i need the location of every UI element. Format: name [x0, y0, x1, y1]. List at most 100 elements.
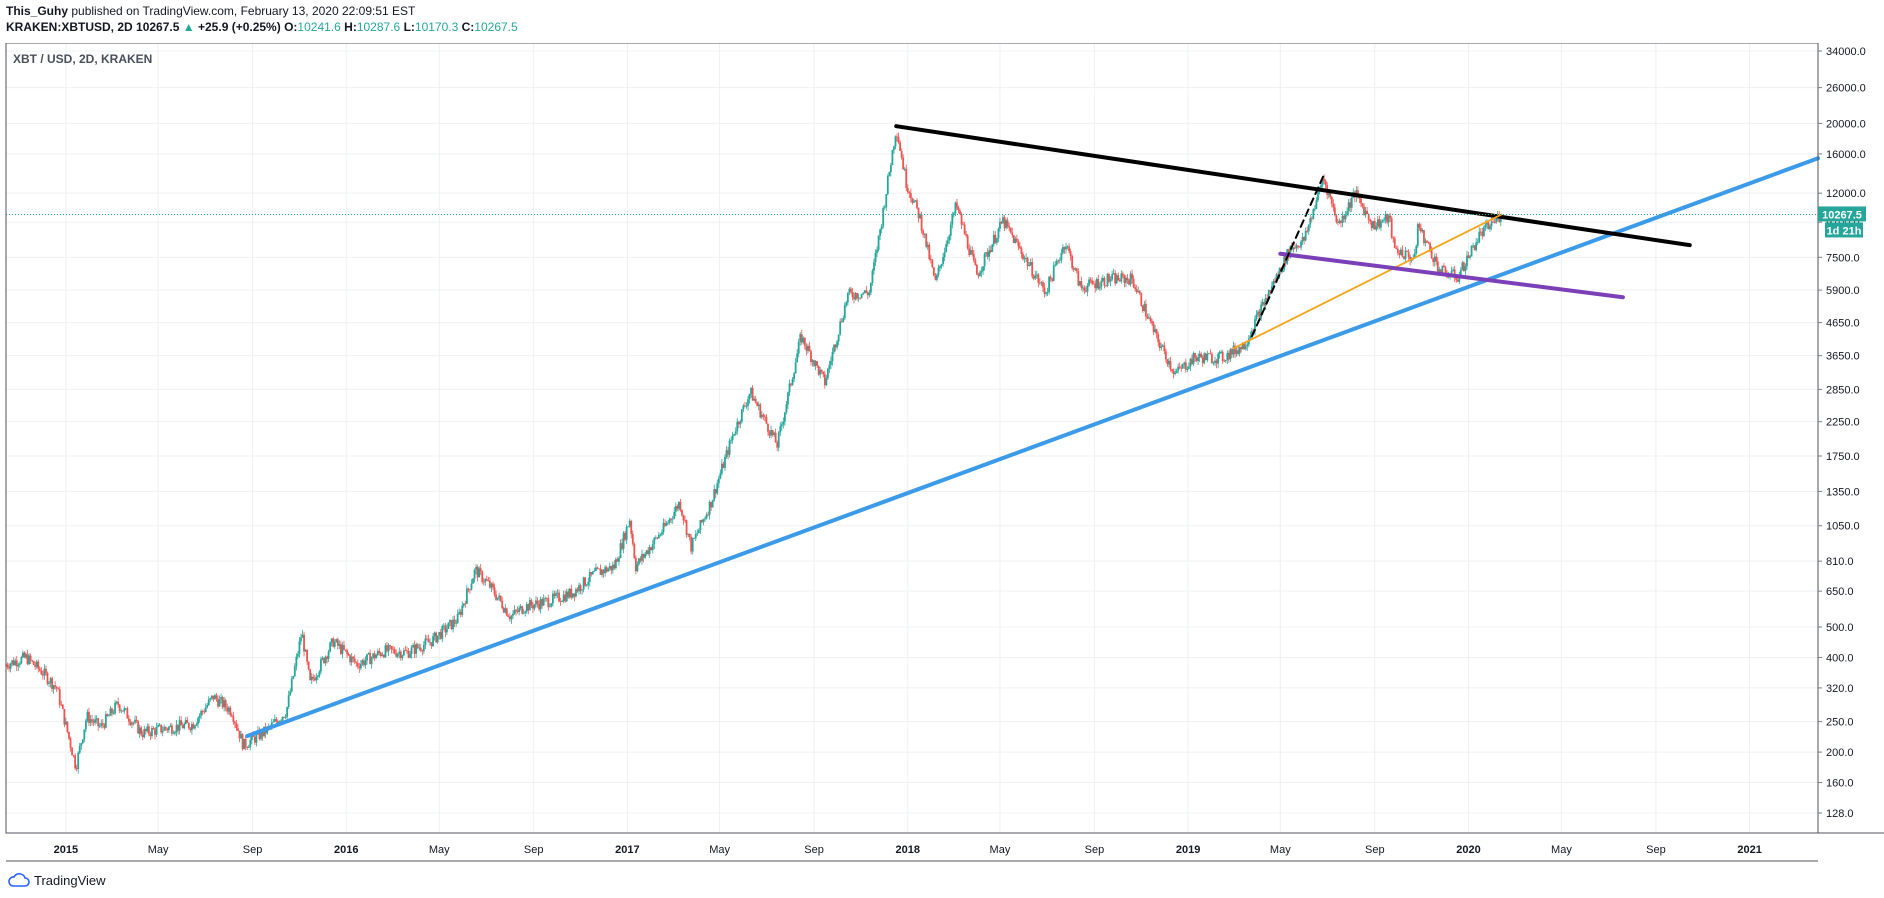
candle-body — [1092, 283, 1095, 285]
candle-body — [952, 213, 955, 215]
candle-body — [693, 538, 696, 539]
candle-body — [270, 722, 273, 727]
candle-body — [158, 724, 161, 726]
y-tick-label: 2250.0 — [1826, 417, 1860, 429]
candle-body — [65, 721, 67, 725]
candle-body — [527, 604, 530, 611]
candle-body — [868, 292, 871, 296]
candle-body — [1141, 305, 1144, 311]
candle-body — [539, 599, 542, 610]
candle-body — [324, 656, 327, 664]
time-axis[interactable]: 2015 May Sep 2016 May Sep 2017 May Sep 2018 May Sep… — [54, 844, 1762, 856]
countdown-value: 1d 21h — [1827, 225, 1862, 237]
candle-body — [688, 533, 691, 538]
candle-body — [705, 514, 708, 519]
candle-body — [286, 707, 289, 717]
author-name[interactable]: This_Guhy — [6, 4, 69, 18]
candle-body — [1461, 262, 1464, 271]
candle-body — [215, 695, 218, 700]
candle-body — [528, 600, 531, 611]
close-label: C: — [461, 20, 475, 34]
candle-body — [1283, 256, 1286, 270]
price-chart[interactable]: 128.0 160.0 200.0 250.0 320.0 400.0 500.0 650.0… — [0, 42, 1884, 863]
candle-body — [1269, 290, 1272, 292]
candle-body — [412, 645, 415, 648]
candle-body — [851, 291, 854, 297]
candle-body — [1413, 253, 1416, 259]
candle-body — [356, 662, 359, 667]
candle-body — [23, 652, 26, 658]
candle-body — [167, 726, 170, 731]
candle-body — [584, 577, 587, 586]
candle-body — [1493, 221, 1496, 223]
candle-body — [203, 711, 206, 713]
candle-body — [186, 719, 189, 723]
candle-body — [366, 654, 368, 661]
candle-body — [622, 532, 625, 549]
candle-body — [1171, 369, 1173, 372]
candle-body — [1403, 256, 1405, 259]
candle-body — [661, 532, 663, 535]
candle-body — [668, 518, 671, 523]
candle-body — [842, 318, 845, 322]
y-tick-label: 160.0 — [1826, 778, 1854, 790]
candle-body — [243, 738, 246, 750]
candle-body — [1436, 261, 1439, 272]
candle-body — [653, 537, 656, 545]
candle-body — [171, 725, 173, 734]
candle-body — [575, 589, 577, 597]
chart-area[interactable]: 128.0 160.0 200.0 250.0 320.0 400.0 500.0 650.0… — [0, 42, 1884, 863]
candle-body — [701, 520, 703, 523]
candle-body — [1017, 241, 1020, 247]
candle-body — [1432, 258, 1435, 262]
candle-body — [1424, 240, 1427, 244]
candle-body — [226, 707, 229, 712]
candle-body — [794, 362, 797, 374]
candle-body — [290, 678, 293, 692]
candle-body — [1430, 249, 1433, 259]
candle-body — [496, 597, 499, 600]
price-axis[interactable]: 128.0 160.0 200.0 250.0 320.0 400.0 500.0 650.0… — [1818, 46, 1866, 820]
candle-body — [1372, 221, 1375, 229]
candle-body — [166, 728, 169, 731]
candle-body — [679, 502, 682, 511]
tradingview-logo-text[interactable]: TradingView — [34, 872, 106, 888]
candle-body — [1125, 277, 1127, 283]
candle-body — [333, 641, 336, 647]
candle-body — [461, 605, 464, 615]
candle-body — [1415, 245, 1418, 254]
candle-body — [72, 755, 75, 757]
candle-body — [677, 502, 680, 509]
candle-body — [1151, 321, 1153, 324]
candle-body — [673, 511, 676, 519]
candle-body — [1490, 221, 1493, 227]
candle-body — [502, 608, 505, 613]
high-label: H: — [344, 20, 357, 34]
candle-body — [902, 157, 905, 170]
candle-body — [120, 710, 123, 712]
candle-body — [1183, 362, 1186, 365]
candle-body — [1194, 353, 1196, 358]
trendlines[interactable] — [6, 124, 1820, 738]
candle-body — [687, 533, 689, 535]
candle-body — [1409, 256, 1412, 262]
candle-body — [103, 724, 106, 728]
candle-body — [1272, 281, 1275, 287]
candle-body — [934, 275, 937, 280]
close-value: 10267.5 — [474, 20, 518, 34]
candle-body — [548, 606, 551, 608]
candle-body — [147, 726, 150, 734]
candle-body — [151, 728, 153, 736]
candle-body — [418, 647, 421, 649]
countdown-box — [1825, 222, 1863, 238]
candle-body — [891, 150, 894, 166]
chart-header: This_Guhy published on TradingView.com, … — [6, 4, 518, 36]
candle-body — [41, 674, 44, 676]
candle-body — [1330, 196, 1333, 204]
candle-body — [81, 739, 84, 744]
candle-body — [138, 727, 141, 734]
candle-body — [931, 260, 934, 268]
candle-body — [1060, 252, 1063, 260]
blue-trendline — [245, 156, 1820, 738]
candle-body — [879, 229, 882, 236]
